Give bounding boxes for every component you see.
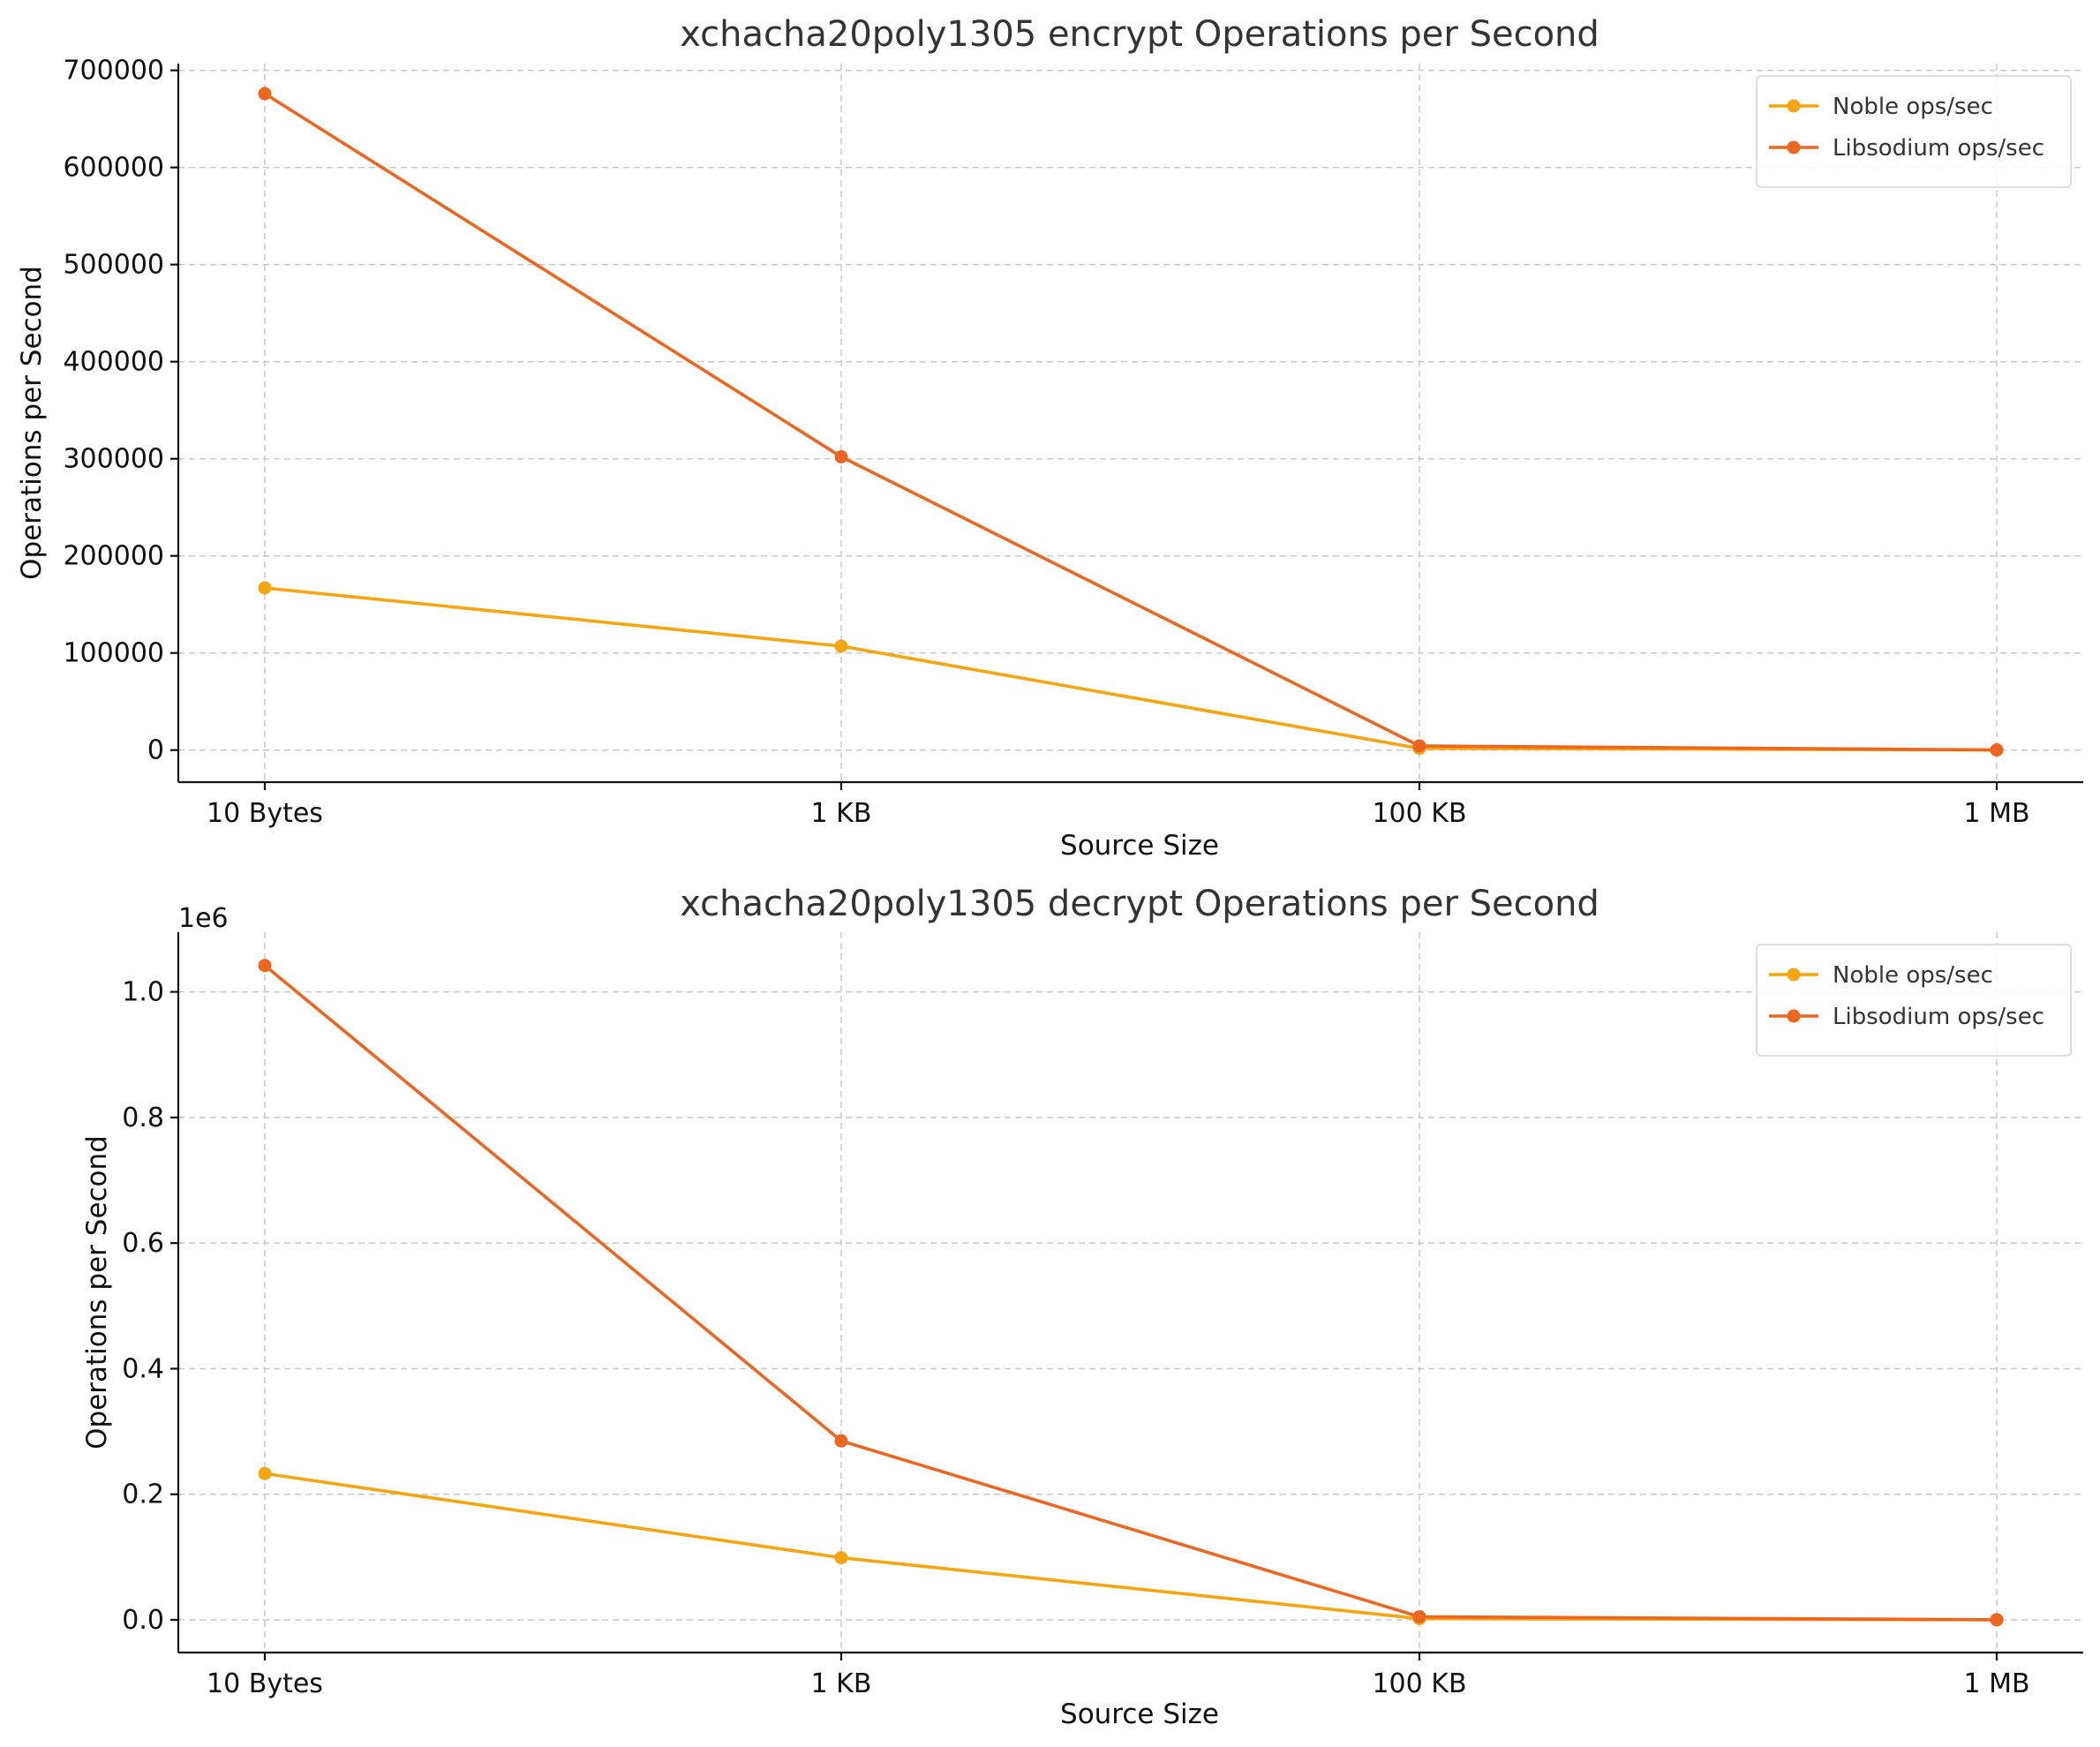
legend-entry-noble: Noble ops/sec xyxy=(1833,962,1993,989)
y-tick-label: 600000 xyxy=(63,153,164,184)
series-line-noble xyxy=(264,1472,1998,1622)
x-axis-label: Source Size xyxy=(1060,1698,1219,1730)
x-tick-label: 100 KB xyxy=(1372,798,1466,829)
x-axis-label: Source Size xyxy=(1060,830,1219,862)
y-axis-label: Operations per Second xyxy=(81,1135,113,1450)
y-tick-label: 0.4 xyxy=(122,1353,164,1384)
legend: Noble ops/sec Libsodium ops/sec xyxy=(1756,944,2072,1057)
series-line-libsodium xyxy=(263,964,1998,1622)
x-tick-label: 10 Bytes xyxy=(207,798,323,829)
x-tick-label: 10 Bytes xyxy=(207,1668,323,1699)
legend-entry-libsodium: Libsodium ops/sec xyxy=(1833,135,2044,162)
data-point-libsodium xyxy=(258,87,272,101)
y-tick-label: 0.8 xyxy=(122,1103,164,1133)
chart-title: xchacha20poly1305 decrypt Operations per… xyxy=(680,884,1599,924)
data-point-libsodium xyxy=(834,1434,848,1448)
data-point-noble xyxy=(834,1551,848,1565)
y-tick-label: 0 xyxy=(147,735,164,766)
y-tick-label: 0.0 xyxy=(122,1605,164,1636)
y-axis-label: Operations per Second xyxy=(16,266,48,580)
data-point-libsodium xyxy=(258,959,272,973)
legend-marker xyxy=(1787,140,1801,154)
y-tick-label: 700000 xyxy=(63,56,164,87)
data-point-libsodium xyxy=(1990,1613,2004,1627)
chart-title: xchacha20poly1305 encrypt Operations per… xyxy=(680,14,1599,55)
x-tick-label: 100 KB xyxy=(1372,1668,1466,1699)
data-point-noble xyxy=(258,1466,272,1480)
x-tick-label: 1 MB xyxy=(1963,798,2029,829)
chart-decrypt: 0.0 0.2 0.4 0.6 0.8 1.0 10 Bytes 1 KB 100 KB 1 MB… xyxy=(81,884,2083,1730)
data-point-libsodium xyxy=(1990,743,2004,757)
x-tick-label: 1 KB xyxy=(811,1668,872,1699)
x-tick-label: 1 MB xyxy=(1963,1668,2029,1699)
legend-entry-libsodium: Libsodium ops/sec xyxy=(1833,1004,2044,1030)
y-offset-label: 1e6 xyxy=(178,903,229,934)
y-tick-label: 200000 xyxy=(63,541,164,572)
y-tick-label: 400000 xyxy=(63,347,164,378)
y-tick-label: 1.0 xyxy=(122,977,164,1008)
y-tick-label: 500000 xyxy=(63,250,164,281)
chart-encrypt: 0 100000 200000 300000 400000 500000 600000 700… xyxy=(16,14,2083,862)
legend-box xyxy=(1756,944,2072,1057)
data-point-noble xyxy=(834,639,848,653)
y-tick-label: 0.2 xyxy=(122,1480,164,1510)
legend-box xyxy=(1756,75,2072,188)
data-point-noble xyxy=(258,581,272,595)
y-tick-label: 0.6 xyxy=(122,1228,164,1259)
series-line-noble xyxy=(264,586,1998,752)
legend-marker xyxy=(1787,99,1801,113)
y-tick-label: 300000 xyxy=(63,444,164,475)
x-tick-label: 1 KB xyxy=(811,798,872,829)
legend-marker xyxy=(1787,1009,1801,1023)
series-line-libsodium xyxy=(264,92,1998,752)
legend-entry-noble: Noble ops/sec xyxy=(1833,94,1993,120)
data-point-libsodium xyxy=(834,450,848,463)
y-tick-label: 100000 xyxy=(63,638,164,669)
legend: Noble ops/sec Libsodium ops/sec xyxy=(1756,75,2072,188)
legend-marker xyxy=(1787,968,1801,982)
data-point-libsodium xyxy=(1412,739,1426,753)
data-point-libsodium xyxy=(1412,1609,1426,1623)
